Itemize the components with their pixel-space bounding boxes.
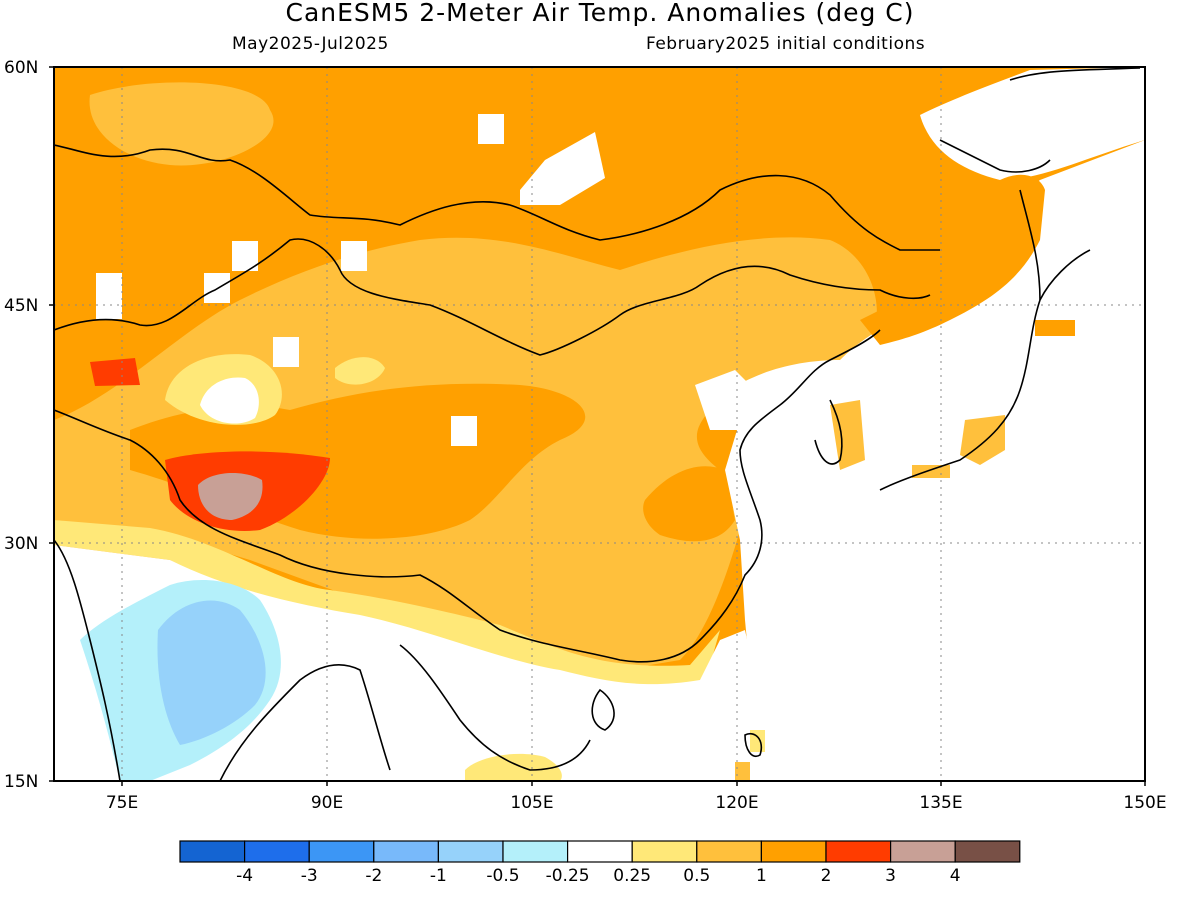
legend-swatch-0 — [179, 840, 246, 863]
lon-label-150e: 150E — [1123, 793, 1166, 813]
legend-labels: -4 -3 -2 -1 -0.5 -0.25 0.25 0.5 1 2 3 4 — [236, 866, 960, 886]
anomaly-region-1-2-coast — [860, 174, 1045, 345]
anomaly-region-0.25-0.5-band — [54, 520, 720, 700]
anomaly-region-neg-0.5-india — [157, 600, 266, 745]
lon-label-90e: 90E — [311, 793, 343, 813]
graticule — [54, 67, 1145, 781]
legend-swatch-3 — [373, 840, 439, 863]
lon-label-135e: 135E — [919, 793, 962, 813]
legend-swatch-8 — [696, 840, 762, 863]
lon-label-120e: 120E — [715, 793, 758, 813]
legend-swatch-9 — [760, 840, 827, 863]
nodata-baikal — [520, 132, 605, 205]
map-title: CanESM5 2-Meter Air Temp. Anomalies (deg… — [285, 0, 915, 27]
legend-swatch-7 — [631, 840, 698, 863]
anomaly-region-neutral-northeast — [920, 67, 1145, 180]
anomaly-region-1-2-east — [643, 466, 735, 542]
anomaly-region-neutral-tarim — [200, 377, 259, 424]
coastlines-borders — [54, 67, 1141, 781]
anomaly-patch-hokkaido — [1035, 320, 1075, 336]
nodata-lake-4 — [478, 114, 504, 144]
nodata-bohai — [695, 370, 760, 430]
axis-ticks — [49, 66, 1146, 786]
anomaly-patch-qaidam — [335, 357, 385, 385]
lat-label-15n: 15N — [4, 772, 38, 792]
lon-label-105e: 105E — [510, 793, 553, 813]
legend-label-6: 0.25 — [613, 866, 651, 886]
legend-label-7: 0.5 — [683, 866, 710, 886]
nodata-balkhash — [96, 273, 122, 319]
legend-label-11: 4 — [950, 866, 961, 886]
legend-swatch-6 — [566, 840, 633, 863]
anomaly-region-3-4-tibet — [198, 473, 263, 520]
anomaly-patch-philippines — [735, 762, 750, 781]
nodata-issykkul — [273, 337, 299, 367]
lat-label-30n: 30N — [4, 534, 38, 554]
map-frame — [53, 66, 1146, 782]
initial-conditions: February2025 initial conditions — [646, 34, 926, 54]
anomaly-field — [54, 67, 1145, 781]
anomaly-region-0.5-1-north — [89, 82, 274, 166]
legend-swatch-1 — [244, 840, 310, 863]
legend-label-2: -2 — [365, 866, 382, 886]
nodata-qinghai — [451, 416, 477, 446]
legend-label-0: -4 — [236, 866, 253, 886]
lat-label-45n: 45N — [4, 296, 38, 316]
legend-label-5: -0.25 — [546, 866, 590, 886]
lat-label-60n: 60N — [4, 58, 38, 78]
legend-swatch-2 — [308, 840, 375, 863]
legend-label-1: -3 — [301, 866, 318, 886]
legend-label-10: 3 — [885, 866, 896, 886]
legend-swatch-10 — [825, 840, 892, 863]
legend-label-8: 1 — [756, 866, 767, 886]
legend-label-4: -0.5 — [486, 866, 519, 886]
legend-label-9: 2 — [821, 866, 832, 886]
legend-swatch-5 — [502, 840, 569, 863]
anomaly-patch-indochina — [465, 753, 562, 781]
legend-swatch-4 — [437, 840, 504, 863]
anomaly-patch-2-3-west — [90, 358, 140, 386]
anomaly-patch-korea — [830, 400, 865, 470]
legend-swatch-12 — [954, 840, 1021, 863]
legend-swatches — [179, 840, 1021, 863]
forecast-period: May2025-Jul2025 — [232, 34, 389, 54]
lon-label-75e: 75E — [106, 793, 138, 813]
legend-swatch-11 — [889, 840, 956, 863]
legend-label-3: -1 — [430, 866, 447, 886]
nodata-lake-3 — [341, 241, 367, 271]
